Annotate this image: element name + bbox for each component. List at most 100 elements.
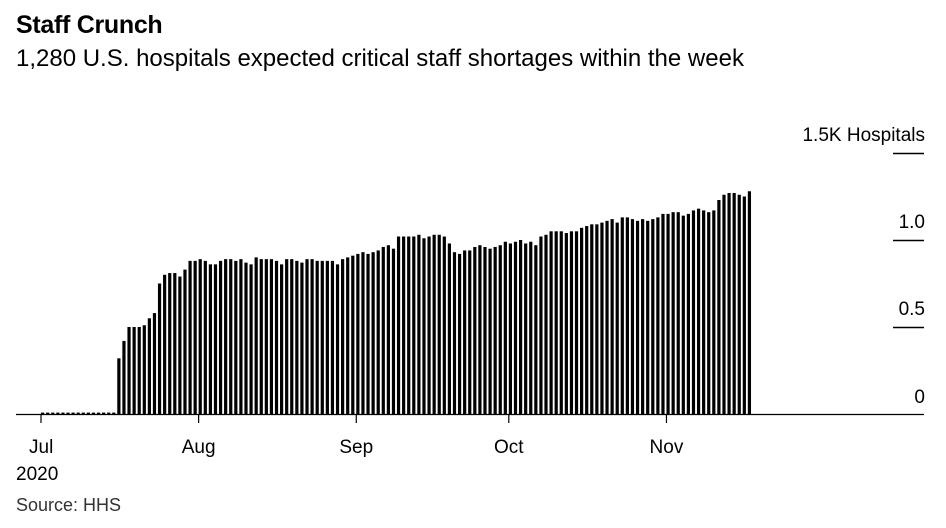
x-tick-label: Sep [339, 437, 373, 458]
bar [585, 226, 589, 414]
bar [447, 243, 451, 414]
bar [315, 260, 319, 414]
bar [168, 273, 172, 414]
bar [732, 193, 736, 414]
bar [96, 412, 101, 414]
bar [157, 283, 162, 414]
bar [244, 262, 248, 414]
bar [503, 241, 507, 414]
bar [300, 262, 304, 414]
bar [285, 259, 289, 414]
x-tick-label: Aug [182, 437, 216, 458]
bar [76, 412, 80, 414]
bar [534, 245, 538, 414]
bar [590, 224, 594, 414]
bar [696, 208, 701, 414]
bar [213, 264, 218, 414]
bar [402, 236, 406, 414]
bar [646, 220, 650, 414]
bar [559, 231, 563, 414]
bar [264, 259, 268, 414]
bar [727, 193, 731, 414]
bar [391, 248, 396, 414]
bar [396, 236, 401, 414]
bar [442, 236, 446, 414]
bar [742, 196, 746, 414]
bar [427, 236, 431, 414]
bar [254, 257, 258, 414]
bar [46, 412, 50, 414]
bar [56, 412, 60, 414]
bar [325, 260, 329, 414]
bar [463, 250, 467, 414]
bar [625, 217, 629, 414]
bar [513, 241, 518, 414]
bar [188, 260, 192, 414]
bar [381, 246, 385, 414]
bar [376, 250, 380, 414]
y-tick-label: 1.0 [899, 212, 925, 233]
bar [630, 219, 635, 414]
bar [386, 245, 390, 414]
bar [457, 253, 462, 414]
bar [346, 257, 350, 414]
bar [595, 224, 599, 414]
bar [549, 231, 553, 414]
bar [717, 199, 721, 414]
bar [229, 259, 233, 414]
bar [620, 217, 624, 414]
bar [224, 259, 228, 414]
chart-title: Staff Crunch [16, 11, 163, 39]
bar [722, 194, 726, 414]
bar [305, 259, 309, 414]
bar [173, 273, 177, 414]
bar [107, 412, 111, 414]
bar [661, 213, 665, 414]
bar [412, 236, 416, 414]
bar [417, 234, 421, 414]
bar [529, 241, 533, 414]
bar [656, 217, 660, 414]
bar [676, 212, 680, 414]
bar [193, 260, 197, 414]
bar [671, 212, 675, 414]
bar [651, 219, 655, 414]
bar [295, 260, 299, 414]
bar [117, 358, 121, 414]
y-tick-label: 0 [914, 387, 925, 408]
bar [198, 259, 202, 414]
bar [163, 274, 167, 414]
bar [127, 327, 131, 414]
bar [488, 248, 492, 414]
y-tick-label: 1.5K Hospitals [802, 125, 925, 146]
y-axis: 1.5K Hospitals 1.0 0.5 0 [802, 125, 925, 408]
bar [666, 213, 670, 414]
bar [371, 252, 375, 414]
bar [208, 264, 213, 414]
bar [142, 325, 146, 414]
bar [432, 234, 436, 414]
bar [508, 243, 513, 414]
bar [81, 412, 85, 414]
bar [524, 243, 528, 414]
bar [707, 212, 711, 414]
bar [574, 231, 579, 414]
bar [330, 260, 335, 414]
bar [122, 340, 126, 414]
bar [66, 412, 70, 414]
bar [747, 191, 752, 414]
bar [61, 412, 65, 414]
bar [498, 245, 502, 414]
bar [737, 194, 741, 414]
bar [422, 238, 426, 414]
bar [564, 233, 568, 414]
bar [183, 269, 187, 414]
bar [468, 250, 472, 414]
bar [274, 260, 279, 414]
bar [178, 276, 182, 414]
bar [152, 313, 157, 414]
bar [147, 318, 151, 414]
bar [605, 220, 609, 414]
bar [686, 213, 690, 414]
bar [356, 253, 360, 414]
